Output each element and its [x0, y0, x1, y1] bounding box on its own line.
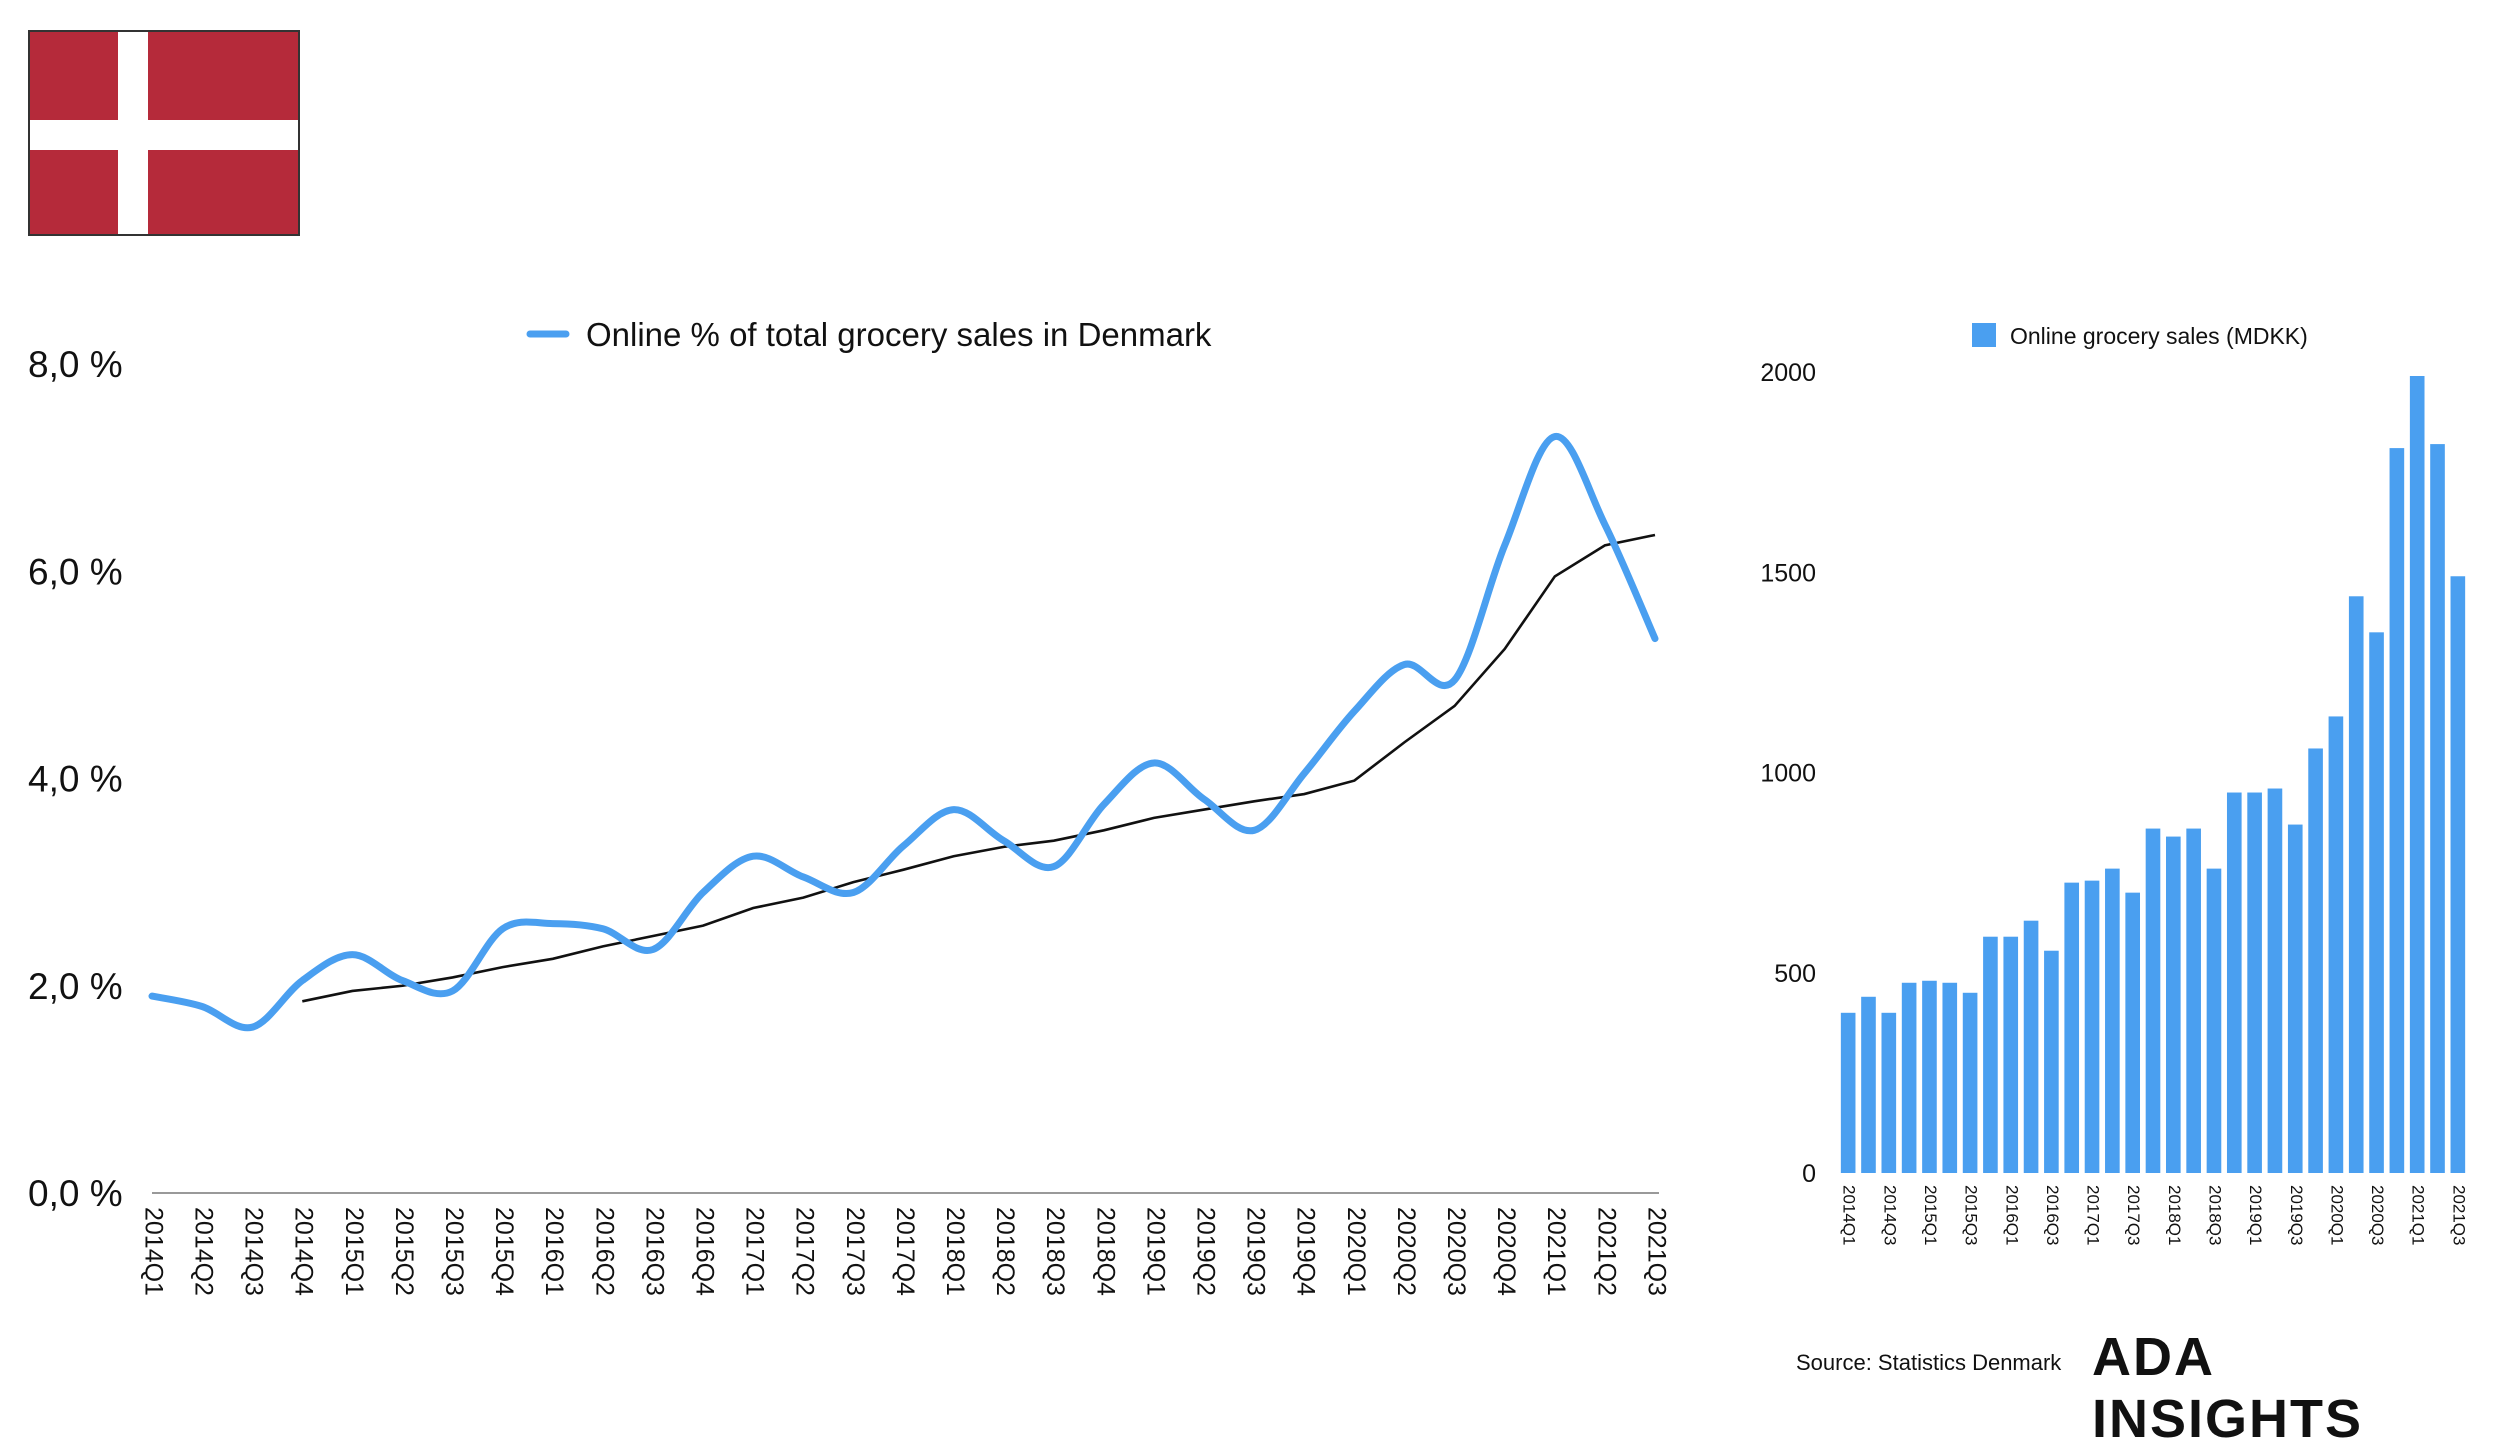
line-x-tick-label: 2018Q3: [1041, 1207, 1069, 1296]
line-series-online-share: [152, 436, 1655, 1027]
bar-x-tick-label: 2015Q3: [1962, 1185, 1981, 1246]
bar-y-tick-label: 2000: [1760, 359, 1816, 387]
line-x-tick-label: 2015Q1: [340, 1207, 368, 1296]
bar: [2044, 951, 2059, 1173]
bar-x-tick-label: 2021Q3: [2449, 1185, 2468, 1246]
bar: [1861, 997, 1876, 1173]
bar: [2105, 869, 2120, 1173]
bar-legend-swatch: [1972, 323, 1996, 347]
bar-x-tick-label: 2016Q3: [2043, 1185, 2062, 1246]
line-x-tick-label: 2021Q1: [1542, 1207, 1570, 1296]
bar-x-tick-label: 2015Q1: [1921, 1185, 1940, 1246]
line-legend-label: Online % of total grocery sales in Denma…: [586, 316, 1212, 353]
bar: [2247, 793, 2262, 1173]
bar: [2166, 837, 2181, 1173]
line-x-tick-label: 2021Q3: [1642, 1207, 1670, 1296]
bar: [1881, 1013, 1896, 1173]
bar: [1902, 983, 1917, 1173]
line-x-tick-label: 2015Q3: [440, 1207, 468, 1296]
bar: [1841, 1013, 1856, 1173]
bar-x-tick-label: 2018Q1: [2165, 1185, 2184, 1246]
line-x-tick-label: 2020Q3: [1442, 1207, 1470, 1296]
bar-x-tick-label: 2017Q1: [2084, 1185, 2103, 1246]
bar: [2430, 444, 2445, 1173]
line-x-tick-label: 2020Q1: [1342, 1207, 1370, 1296]
line-x-tick-label: 2016Q2: [590, 1207, 618, 1296]
bar-x-tick-label: 2017Q3: [2124, 1185, 2143, 1246]
bar-x-tick-label: 2020Q3: [2368, 1185, 2387, 1246]
bar: [2288, 825, 2303, 1173]
brand-logo: ADA INSIGHTS: [2092, 1326, 2500, 1450]
line-x-tick-label: 2018Q2: [991, 1207, 1019, 1296]
bar: [2349, 596, 2364, 1173]
line-x-tick-label: 2017Q3: [841, 1207, 869, 1296]
bar-y-tick-label: 0: [1802, 1160, 1816, 1188]
bar: [2451, 576, 2466, 1173]
bar: [1922, 981, 1937, 1173]
line-x-tick-label: 2018Q1: [941, 1207, 969, 1296]
bar: [2146, 829, 2161, 1173]
line-x-tick-label: 2020Q4: [1492, 1207, 1520, 1296]
bar: [2125, 893, 2140, 1173]
line-x-tick-label: 2021Q2: [1592, 1207, 1620, 1296]
bar: [1963, 993, 1978, 1173]
line-x-tick-label: 2017Q1: [741, 1207, 769, 1296]
bar: [2003, 937, 2018, 1173]
bar: [2390, 448, 2405, 1173]
bar: [2227, 793, 2242, 1173]
bar-y-tick-label: 1000: [1760, 760, 1816, 788]
line-x-tick-label: 2019Q3: [1242, 1207, 1270, 1296]
line-x-tick-label: 2014Q1: [139, 1207, 167, 1296]
line-x-tick-label: 2016Q4: [690, 1207, 718, 1296]
line-x-tick-label: 2016Q1: [540, 1207, 568, 1296]
line-x-tick-label: 2018Q4: [1091, 1207, 1119, 1296]
bar-x-tick-label: 2014Q3: [1880, 1185, 1899, 1246]
bar-x-tick-label: 2014Q1: [1840, 1185, 1859, 1246]
line-x-tick-label: 2014Q3: [240, 1207, 268, 1296]
bar-x-tick-label: 2020Q1: [2327, 1185, 2346, 1246]
bar: [2410, 376, 2425, 1173]
charts-canvas: 0,0 % 2,0 % 4,0 % 6,0 % 8,0 % 2014Q1 2014Q2 201…: [0, 0, 2500, 1402]
line-x-tick-label: 2019Q2: [1191, 1207, 1219, 1296]
line-x-tick-label: 2016Q3: [640, 1207, 668, 1296]
line-x-tick-label: 2014Q2: [189, 1207, 217, 1296]
line-x-tick-label: 2017Q2: [791, 1207, 819, 1296]
bar-x-tick-label: 2019Q1: [2246, 1185, 2265, 1246]
line-x-tick-label: 2020Q2: [1392, 1207, 1420, 1296]
bar-x-tick-label: 2019Q3: [2287, 1185, 2306, 1246]
bar: [2186, 829, 2201, 1173]
bar-x-tick-label: 2018Q3: [2205, 1185, 2224, 1246]
bar: [2308, 748, 2323, 1173]
bar: [2268, 789, 2283, 1173]
line-x-tick-label: 2017Q4: [891, 1207, 919, 1296]
line-series-trend: [302, 535, 1655, 1001]
line-y-tick-label: 8,0 %: [28, 344, 123, 385]
bar-x-tick-label: 2016Q1: [2002, 1185, 2021, 1246]
bar: [2085, 881, 2100, 1173]
line-x-tick-label: 2019Q4: [1292, 1207, 1320, 1296]
bar-legend-label: Online grocery sales (MDKK): [2010, 323, 2308, 349]
line-y-tick-label: 2,0 %: [28, 966, 123, 1007]
bar: [2207, 869, 2222, 1173]
line-y-tick-label: 6,0 %: [28, 551, 123, 592]
line-x-tick-label: 2014Q4: [290, 1207, 318, 1296]
bar: [2024, 921, 2039, 1173]
line-x-tick-label: 2019Q1: [1141, 1207, 1169, 1296]
line-x-tick-label: 2015Q4: [490, 1207, 518, 1296]
bar: [2369, 632, 2384, 1173]
bar: [1942, 983, 1957, 1173]
bar: [2064, 883, 2079, 1173]
bar: [1983, 937, 1998, 1173]
source-note: Source: Statistics Denmark: [1796, 1350, 2061, 1376]
bar: [2329, 716, 2344, 1173]
line-x-tick-label: 2015Q2: [390, 1207, 418, 1296]
line-y-tick-label: 4,0 %: [28, 759, 123, 800]
bar-y-tick-label: 500: [1774, 960, 1816, 988]
bar-x-tick-label: 2021Q1: [2409, 1185, 2428, 1246]
line-y-tick-label: 0,0 %: [28, 1173, 123, 1214]
bar-y-tick-label: 1500: [1760, 559, 1816, 587]
